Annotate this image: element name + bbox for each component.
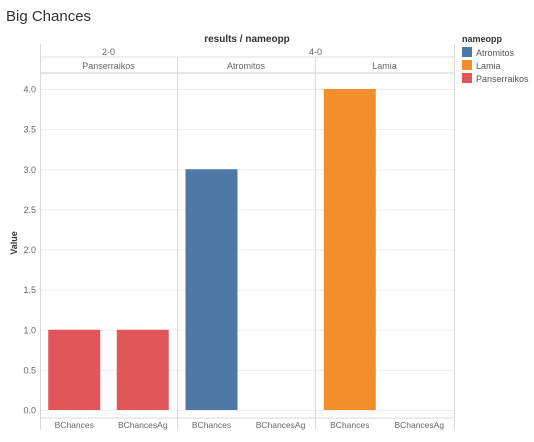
y-axis-title: Value <box>9 231 19 255</box>
pane-label-atromitos: Atromitos <box>227 61 266 71</box>
legend-swatch-atromitos <box>462 47 472 57</box>
y-tick-label: 2.5 <box>23 205 36 215</box>
y-tick-label: 0.0 <box>23 406 36 416</box>
y-tick-label: 3.5 <box>23 125 36 135</box>
pane-label-panserraikos: Panserraikos <box>82 61 135 71</box>
bar-panserraikos-bchances <box>48 329 101 410</box>
bar-lamia-bchances <box>323 89 376 410</box>
legend-swatch-lamia <box>462 60 472 70</box>
legend-label-lamia: Lamia <box>476 61 501 71</box>
x-tick-label: BChances <box>192 420 231 430</box>
legend-swatch-panserraikos <box>462 73 472 83</box>
x-tick-label: BChances <box>330 420 369 430</box>
chart-title: Big Chances <box>6 8 92 25</box>
legend-label-panserraikos: Panserraikos <box>476 74 529 84</box>
y-tick-label: 1.0 <box>23 325 36 335</box>
legend-title: nameopp <box>462 34 503 44</box>
x-tick-label: BChancesAg <box>394 420 444 430</box>
pane-label-lamia: Lamia <box>372 61 397 71</box>
y-tick-label: 1.5 <box>23 285 36 295</box>
result-label-1: 4-0 <box>309 47 322 57</box>
x-tick-label: BChances <box>55 420 94 430</box>
y-tick-label: 2.0 <box>23 245 36 255</box>
bar-atromitos-bchances <box>185 169 238 410</box>
result-label-0: 2-0 <box>102 47 115 57</box>
y-tick-label: 4.0 <box>23 85 36 95</box>
bar-panserraikos-bchancesag <box>116 329 169 410</box>
x-tick-label: BChancesAg <box>256 420 306 430</box>
header-title: results / nameopp <box>204 34 290 45</box>
y-tick-label: 3.0 <box>23 165 36 175</box>
x-tick-label: BChancesAg <box>118 420 168 430</box>
y-tick-label: 0.5 <box>23 365 36 375</box>
legend-label-atromitos: Atromitos <box>476 48 515 58</box>
